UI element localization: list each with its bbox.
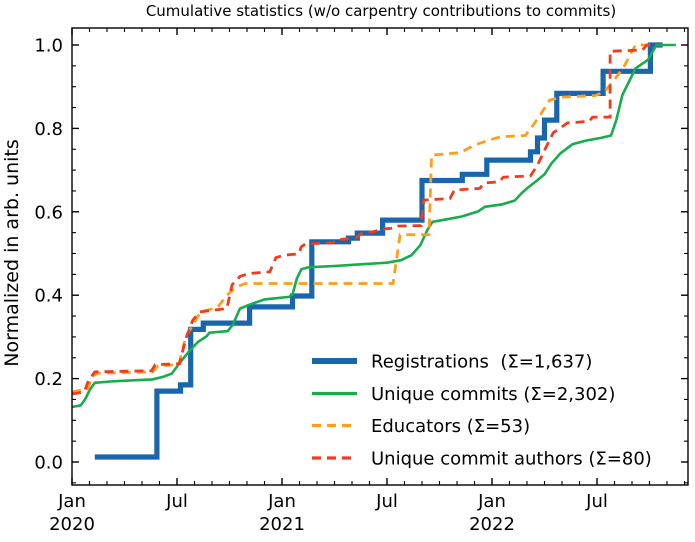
legend-label-unique_commits: Unique commits (Σ=2,302) [371, 384, 615, 405]
x-tick-label: Jan [267, 491, 296, 512]
plot-border-group [71, 27, 689, 486]
x-tick-label: Jul [165, 491, 188, 512]
chart-title: Cumulative statistics (w/o carpentry con… [146, 2, 616, 20]
y-tick-label: 0.6 [34, 202, 63, 223]
x-tick-label: Jan [477, 491, 506, 512]
series-line-registrations [94, 42, 663, 460]
legend-label-educators: Educators (Σ=53) [371, 416, 530, 437]
ticks-group [71, 28, 688, 485]
x-tick-year-label: 2020 [49, 514, 95, 535]
y-axis-label: Normalized in arb. units [1, 139, 23, 366]
x-tick-year-label: 2022 [469, 514, 515, 535]
series-line-unique-commits [71, 43, 676, 409]
series-group [71, 42, 676, 460]
series-line-educators [71, 43, 655, 394]
series-line-unique-commit-authors [71, 43, 655, 396]
x-tick-label: Jul [585, 491, 608, 512]
legend: Registrations (Σ=1,637) Unique commits (Σ… [312, 352, 652, 470]
x-tick-year-label: 2021 [259, 514, 305, 535]
plot-border [71, 27, 689, 486]
legend-label-registrations: Registrations (Σ=1,637) [371, 352, 592, 373]
y-tick-label: 0.8 [34, 119, 63, 140]
y-tick-label: 0.4 [34, 286, 63, 307]
x-tick-label: Jul [375, 491, 398, 512]
legend-label-unique_commit_authors: Unique commit authors (Σ=80) [371, 449, 652, 470]
x-tick-label: Jan [57, 491, 86, 512]
y-tick-label: 0.2 [34, 369, 63, 390]
y-tick-label: 1.0 [34, 36, 63, 57]
y-tick-label: 0.0 [34, 453, 63, 474]
